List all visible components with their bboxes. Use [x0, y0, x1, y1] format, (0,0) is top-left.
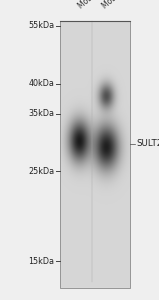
Text: Mouse skeletal muscle: Mouse skeletal muscle — [77, 0, 149, 11]
Text: 35kDa: 35kDa — [28, 110, 54, 118]
Text: SULT2A1: SULT2A1 — [137, 140, 159, 148]
Text: Mouse liver: Mouse liver — [101, 0, 140, 11]
Bar — [60, 21, 130, 288]
Text: 15kDa: 15kDa — [28, 256, 54, 266]
Text: 25kDa: 25kDa — [28, 167, 54, 176]
Text: 40kDa: 40kDa — [28, 80, 54, 88]
Text: 55kDa: 55kDa — [28, 21, 54, 30]
